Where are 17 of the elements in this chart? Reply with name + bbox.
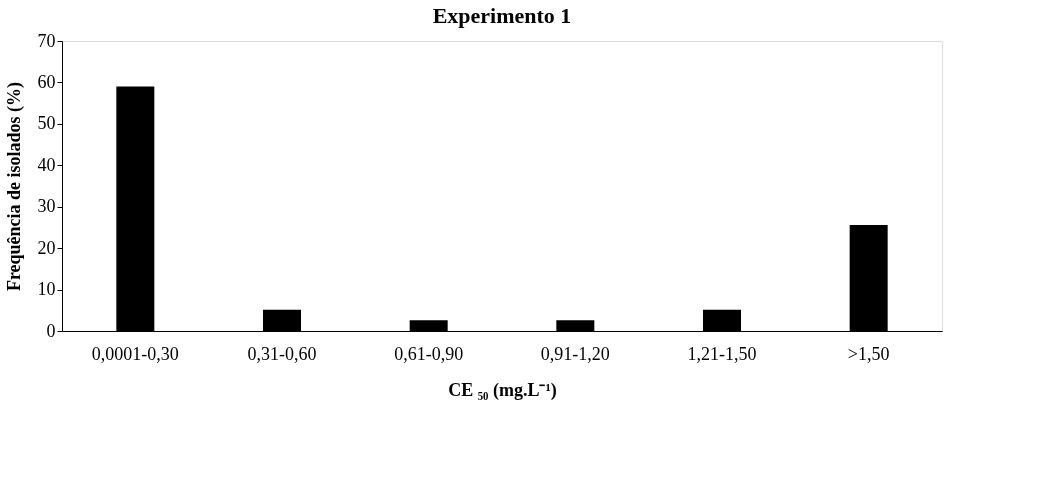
y-tick-label: 30	[37, 196, 56, 217]
x-tick-label: 0,0001-0,30	[91, 343, 179, 364]
x-tick-label: 0,31-0,60	[247, 343, 317, 364]
y-tick-label: 10	[37, 279, 56, 300]
x-tick-label: 0,61-0,90	[394, 343, 464, 364]
y-tick-label: 20	[37, 237, 56, 258]
y-tick-label: 60	[37, 71, 56, 92]
x-tick-label: 0,91-1,20	[540, 343, 610, 364]
y-tick-label: 0	[46, 320, 56, 341]
y-axis-title: Frequência de isolados (%)	[3, 81, 25, 292]
chart-title: Experimento 1	[432, 3, 572, 28]
x-axis-title: CE ₅₀ (mg.L⁻¹)	[448, 379, 557, 401]
x-tick-label: 1,21-1,50	[687, 343, 757, 364]
y-tick-label: 50	[37, 113, 56, 134]
y-tick-label: 70	[37, 30, 56, 51]
x-tick-label: >1,50	[847, 343, 890, 364]
y-tick-label: 40	[37, 154, 56, 175]
